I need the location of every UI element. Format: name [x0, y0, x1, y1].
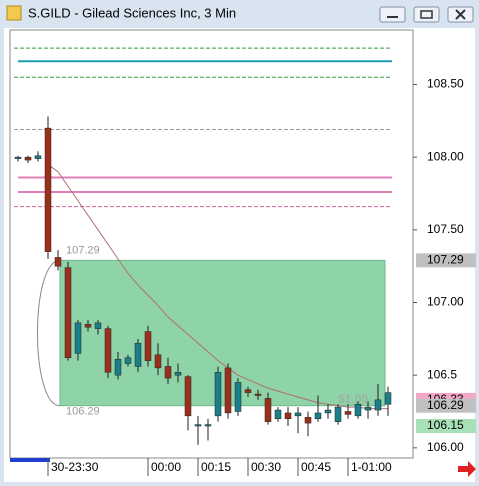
close-icon	[455, 9, 466, 20]
candle-body	[84, 324, 92, 328]
candle-body	[334, 406, 342, 422]
zone-bracket	[37, 259, 61, 407]
price-tag	[416, 253, 476, 268]
price-tag-label: 106.29	[427, 398, 464, 412]
scroll-indicator[interactable]	[10, 458, 50, 462]
candle-body	[74, 322, 82, 354]
candle-body	[14, 156, 22, 159]
zone-low-label: 106.29	[66, 406, 100, 418]
maximize-icon	[420, 10, 433, 19]
price-tag	[416, 398, 476, 413]
x-tick-label: 00:45	[301, 460, 331, 474]
candle-body	[124, 357, 132, 364]
y-tick-label: 106.5	[427, 367, 457, 381]
moving-average	[47, 164, 388, 410]
candle-body	[344, 411, 352, 415]
candle-body	[164, 366, 172, 379]
y-tick-label: 107.00	[427, 295, 464, 309]
candle-body	[44, 127, 52, 252]
y-tick-label: 108.00	[427, 149, 464, 163]
scroll-right-arrow[interactable]	[458, 461, 476, 477]
candle-body	[194, 424, 202, 427]
candle-body	[54, 257, 62, 267]
candle-body	[314, 412, 322, 420]
candle-body	[94, 322, 102, 329]
candle-body	[264, 398, 272, 422]
candle-body	[234, 382, 242, 412]
price-tag-label: 107.29	[427, 253, 464, 267]
candle-body	[274, 409, 282, 420]
window-title: S.GILD - Gilead Sciences Inc, 3 Min	[28, 5, 236, 20]
candle-body	[324, 409, 332, 414]
candle-body	[384, 392, 392, 405]
price-tag	[416, 419, 476, 434]
y-tick-label: 107.50	[427, 222, 464, 236]
candle-body	[374, 399, 382, 411]
annotation: $1.00	[338, 392, 368, 406]
x-tick-label: 00:00	[151, 460, 181, 474]
y-tick-label: 108.50	[427, 77, 464, 91]
candle-body	[294, 412, 302, 417]
maximize-button[interactable]	[413, 6, 440, 23]
zone-high-label: 107.29	[66, 244, 100, 256]
candle-body	[144, 331, 152, 361]
candle-body	[204, 424, 212, 427]
candle-body	[34, 155, 42, 159]
candle-body	[244, 389, 252, 393]
candle-body	[134, 342, 142, 367]
candle-body	[224, 367, 232, 414]
candle-body	[114, 358, 122, 376]
candle-body	[174, 372, 182, 376]
candle-body	[364, 406, 372, 411]
price-zone	[59, 259, 386, 407]
x-tick-label: 1-01:00	[351, 460, 392, 474]
candle-body	[184, 376, 192, 417]
candle-body	[304, 417, 312, 424]
x-tick-label: 30-23:30	[51, 460, 99, 474]
minimize-button[interactable]	[379, 6, 406, 23]
price-tag-label: 106.15	[427, 418, 464, 432]
x-tick-label: 00:15	[201, 460, 231, 474]
candle-body	[104, 328, 112, 373]
candle-body	[64, 267, 72, 358]
candle-body	[254, 393, 262, 396]
candle-body	[154, 354, 162, 369]
candle-body	[284, 412, 292, 420]
candle-body	[354, 403, 362, 417]
candle-body	[24, 156, 32, 161]
y-tick-label: 106.00	[427, 440, 464, 454]
x-tick-label: 00:30	[251, 460, 281, 474]
candle-body	[214, 372, 222, 417]
app-icon	[6, 5, 22, 21]
